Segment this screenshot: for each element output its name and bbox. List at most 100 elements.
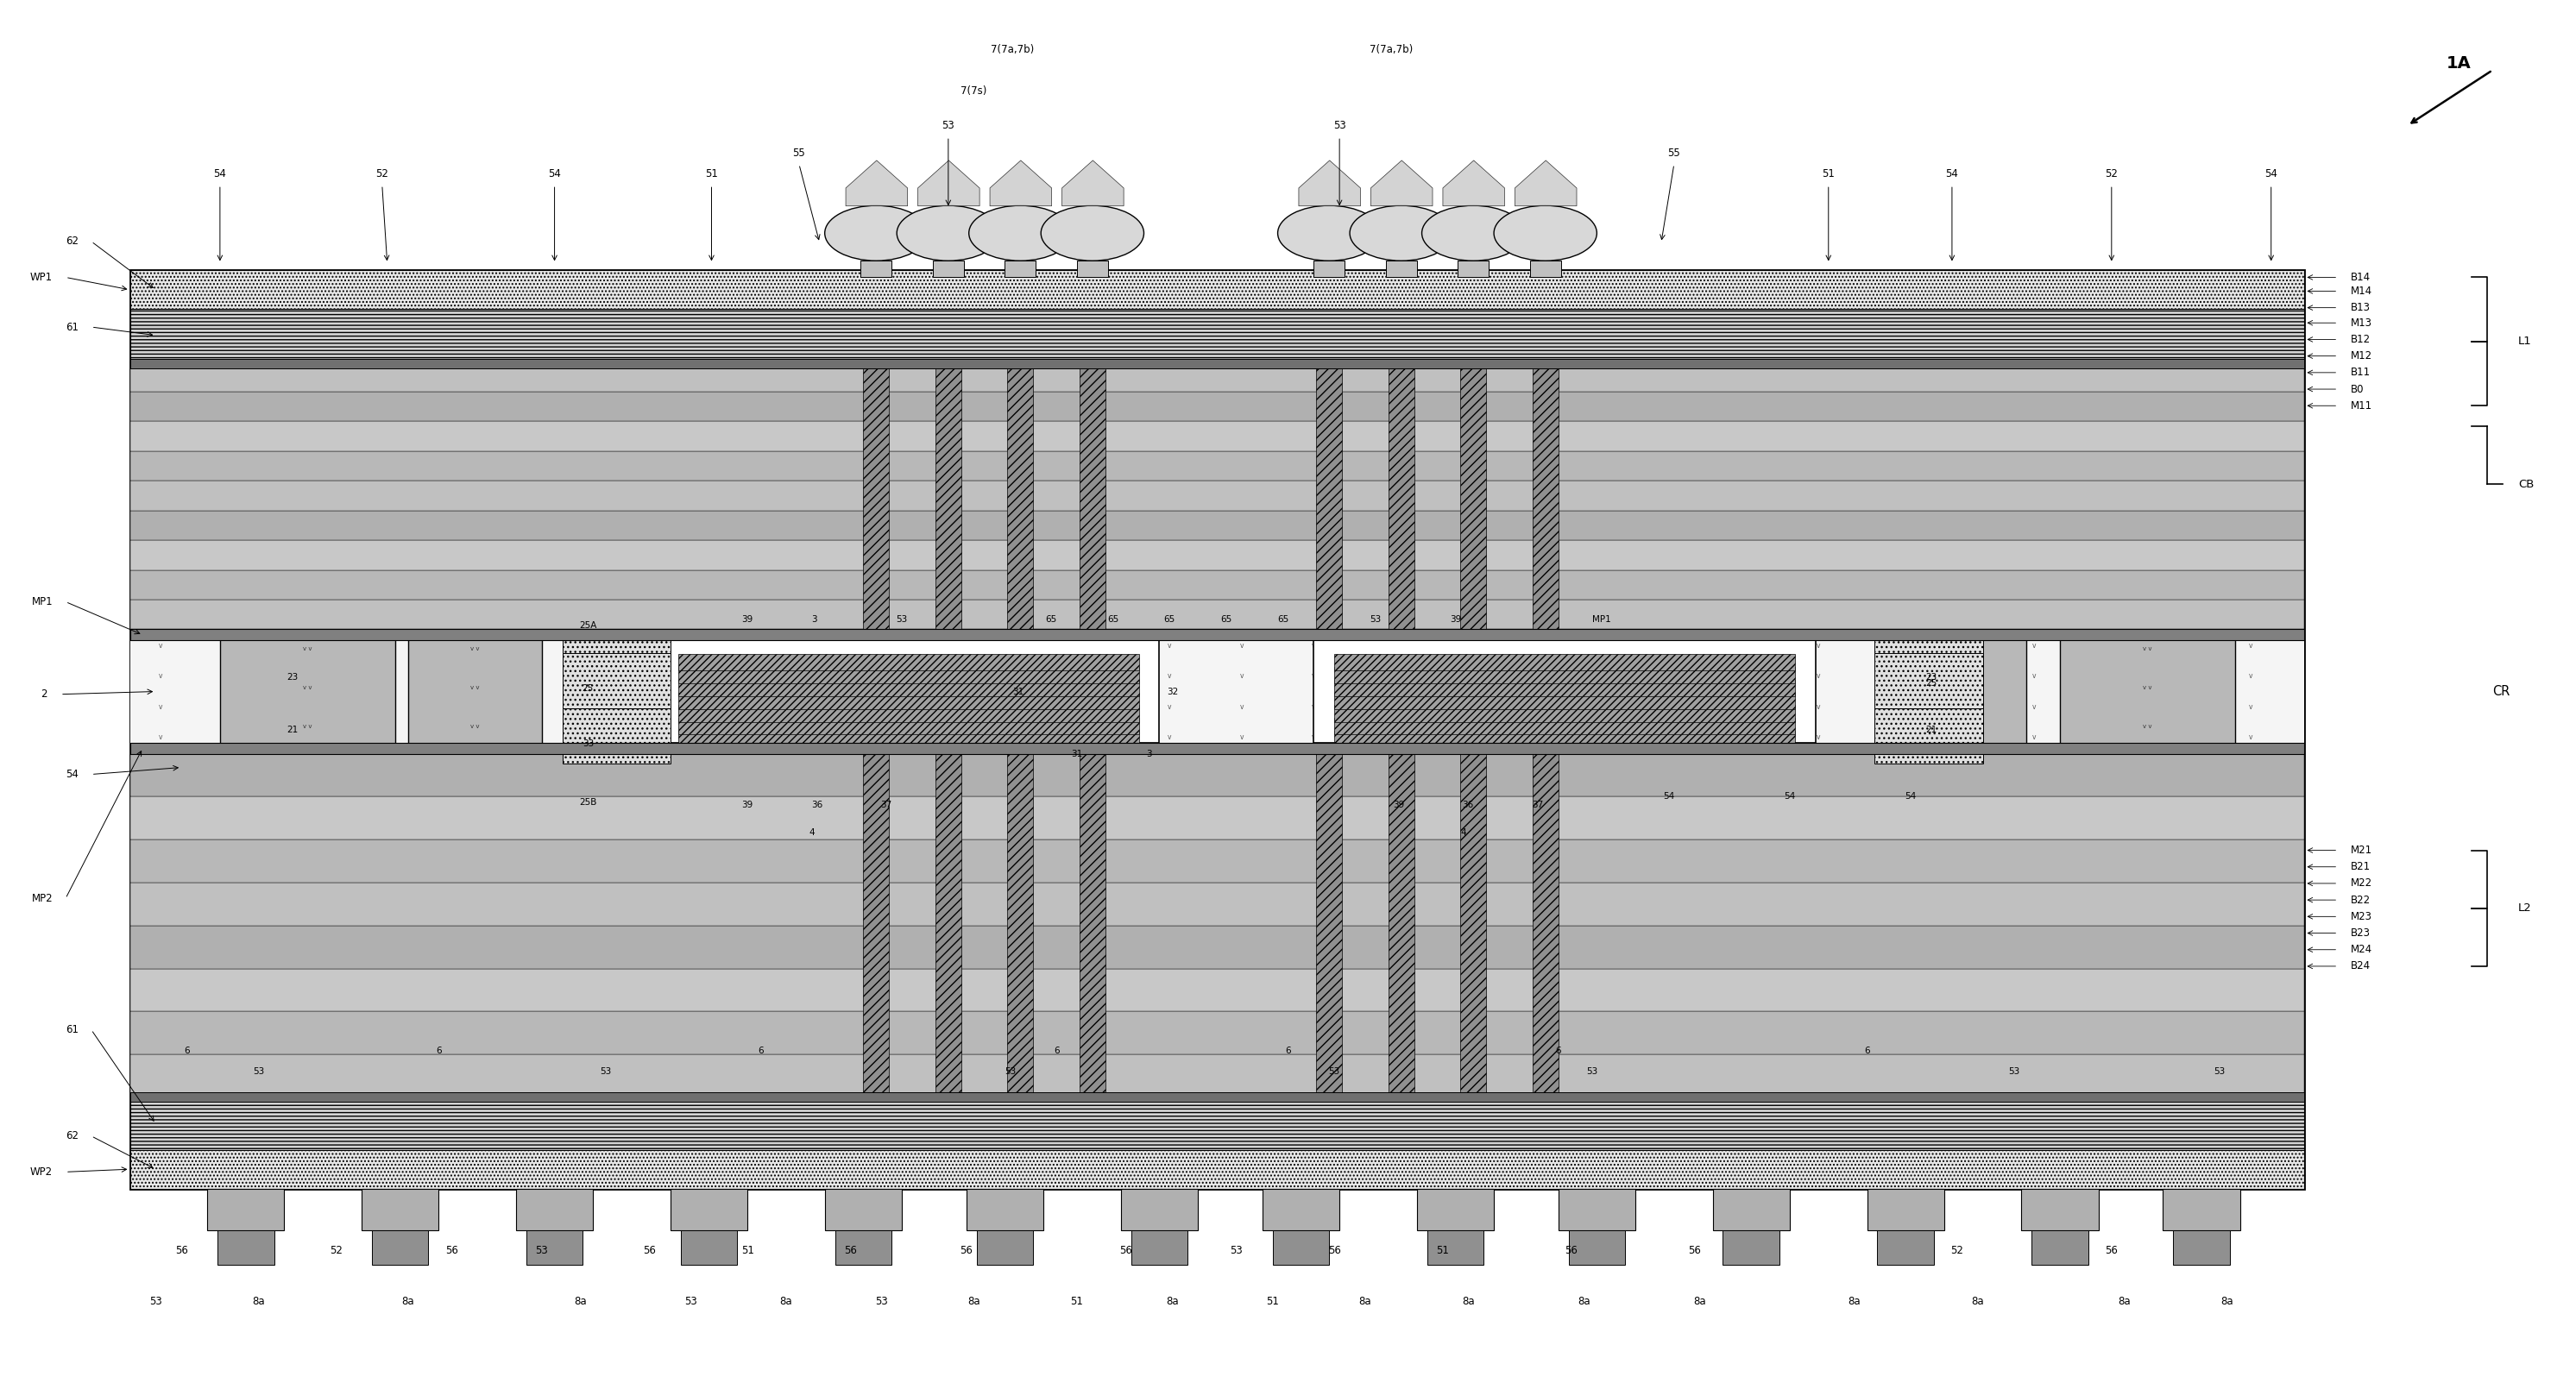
Text: v: v (590, 733, 595, 741)
Text: v: v (1600, 733, 1605, 741)
Text: 37: 37 (881, 801, 891, 809)
Bar (129, 510, 2306, 541)
Text: v: v (1023, 703, 1028, 711)
Circle shape (824, 206, 927, 261)
Bar (129, 420, 2306, 451)
Text: v: v (520, 672, 523, 680)
Text: v: v (662, 642, 667, 650)
Text: v: v (1600, 703, 1605, 711)
Text: v v: v v (471, 685, 479, 690)
Bar (526, 1229, 582, 1264)
Bar (1079, 361, 1105, 629)
Text: v: v (1167, 672, 1172, 680)
Bar (1007, 754, 1033, 1097)
Text: 39: 39 (1450, 615, 1461, 624)
Bar (1273, 1229, 1329, 1264)
Text: 53: 53 (1329, 1066, 1340, 1076)
Text: v: v (1095, 733, 1100, 741)
Text: 56: 56 (446, 1245, 459, 1256)
Text: 7(7a,7b): 7(7a,7b) (1370, 44, 1412, 55)
Text: v: v (1167, 733, 1172, 741)
Bar (1316, 754, 1342, 1097)
Text: M12: M12 (2352, 350, 2372, 361)
Text: 56: 56 (175, 1245, 188, 1256)
Bar (129, 968, 2306, 1011)
Text: B11: B11 (2352, 366, 2370, 378)
Text: v: v (806, 642, 811, 650)
Text: 7(7a,7b): 7(7a,7b) (992, 44, 1036, 55)
Bar (1388, 754, 1414, 1097)
Bar (129, 361, 2306, 391)
Bar (1533, 754, 1558, 1097)
Text: v: v (1888, 733, 1893, 741)
Text: v: v (1744, 672, 1749, 680)
Bar (129, 629, 2306, 754)
Bar (657, 640, 1159, 743)
Text: 51: 51 (742, 1245, 755, 1256)
Text: v: v (806, 703, 811, 711)
Text: v: v (951, 733, 956, 741)
Text: v: v (1383, 703, 1388, 711)
Text: v: v (232, 733, 234, 741)
Text: v: v (1023, 672, 1028, 680)
Bar (216, 1229, 273, 1264)
Text: 3: 3 (1146, 750, 1151, 758)
Bar (129, 1149, 2306, 1188)
Text: 53: 53 (943, 120, 956, 131)
Text: 8a: 8a (252, 1296, 265, 1307)
Text: 54: 54 (549, 169, 562, 180)
Bar (677, 693, 1139, 709)
Bar (129, 480, 2306, 510)
Text: v: v (2177, 733, 2179, 741)
Text: 8a: 8a (1847, 1296, 1860, 1307)
Text: v: v (1600, 642, 1605, 650)
Bar (966, 1188, 1043, 1229)
Text: 54: 54 (1906, 792, 1917, 801)
Bar (515, 1188, 592, 1229)
Text: v: v (1672, 672, 1677, 680)
Text: 3: 3 (811, 615, 817, 624)
Bar (1713, 1188, 1790, 1229)
Text: 39: 39 (742, 615, 752, 624)
Text: M21: M21 (2352, 845, 2372, 856)
Text: 8a: 8a (402, 1296, 415, 1307)
Text: 4: 4 (1461, 828, 1466, 837)
Bar (1334, 667, 1795, 683)
Text: v: v (448, 703, 451, 711)
Text: 52: 52 (1950, 1245, 1963, 1256)
Text: v: v (2249, 733, 2251, 741)
Text: v: v (304, 642, 307, 650)
Bar (129, 1054, 2306, 1097)
Text: 62: 62 (64, 236, 77, 248)
Text: B22: B22 (2352, 895, 2370, 906)
Text: WP1: WP1 (31, 271, 52, 284)
Text: WP2: WP2 (31, 1166, 52, 1177)
Text: v: v (376, 733, 379, 741)
Text: v: v (1311, 703, 1316, 711)
Text: v: v (1528, 733, 1533, 741)
Text: 56: 56 (1687, 1245, 1700, 1256)
Text: 53: 53 (1005, 1066, 1015, 1076)
Text: B24: B24 (2352, 961, 2370, 972)
Bar (129, 1091, 2306, 1101)
Bar (1723, 1229, 1780, 1264)
Text: CR: CR (2494, 685, 2509, 698)
Text: 55: 55 (1667, 148, 1680, 159)
Text: v: v (590, 642, 595, 650)
Text: 1A: 1A (2447, 55, 2470, 72)
Text: 7(7s): 7(7s) (961, 86, 987, 97)
Text: v: v (734, 703, 739, 711)
Bar (1005, 261, 1036, 278)
Bar (129, 271, 2306, 308)
Text: 53: 53 (536, 1245, 549, 1256)
Bar (1007, 361, 1033, 629)
Text: v: v (448, 733, 451, 741)
Text: v: v (1311, 733, 1316, 741)
Bar (361, 1188, 438, 1229)
Text: v: v (2249, 642, 2251, 650)
Text: 56: 56 (644, 1245, 657, 1256)
Text: v: v (1816, 672, 1821, 680)
Bar (562, 708, 670, 747)
Text: v: v (2105, 672, 2107, 680)
Text: 51: 51 (1435, 1245, 1448, 1256)
